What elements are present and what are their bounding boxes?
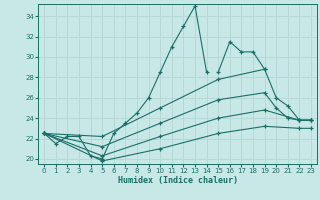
X-axis label: Humidex (Indice chaleur): Humidex (Indice chaleur) <box>118 176 238 185</box>
